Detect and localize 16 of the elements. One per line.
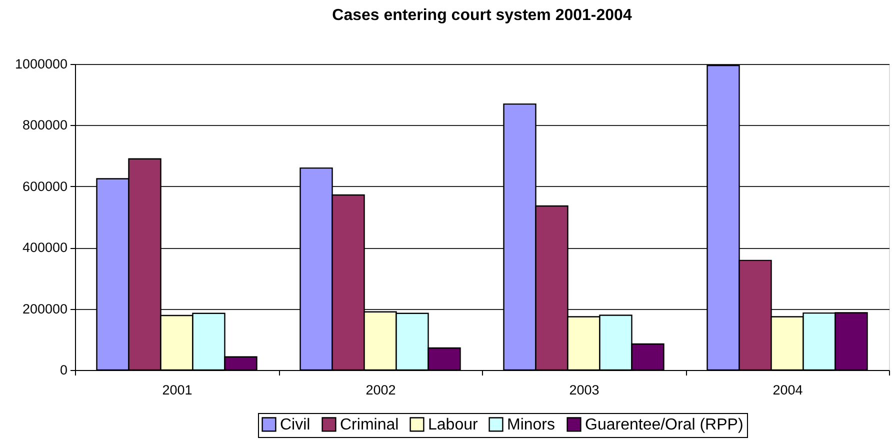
y-tick-label: 400000 bbox=[22, 240, 68, 256]
legend-label: Civil bbox=[280, 416, 310, 434]
legend-label: Criminal bbox=[340, 416, 399, 434]
legend-label: Minors bbox=[507, 416, 556, 434]
y-tick-label: 600000 bbox=[22, 178, 68, 194]
legend-label: Labour bbox=[428, 416, 478, 434]
legend-label: Guarentee/Oral (RPP) bbox=[585, 416, 744, 434]
x-tick-label: 2003 bbox=[569, 382, 600, 398]
x-tick-label: 2001 bbox=[162, 382, 192, 398]
y-tick-label: 200000 bbox=[22, 301, 68, 316]
x-tick-label: 2002 bbox=[366, 382, 396, 398]
chart-title: Cases entering court system 2001-2004 bbox=[332, 7, 632, 24]
y-tick-label: 800000 bbox=[22, 118, 68, 133]
y-tick-label: 0 bbox=[60, 362, 68, 378]
y-tick-label: 1000000 bbox=[14, 56, 68, 72]
x-tick-label: 2004 bbox=[772, 382, 804, 398]
